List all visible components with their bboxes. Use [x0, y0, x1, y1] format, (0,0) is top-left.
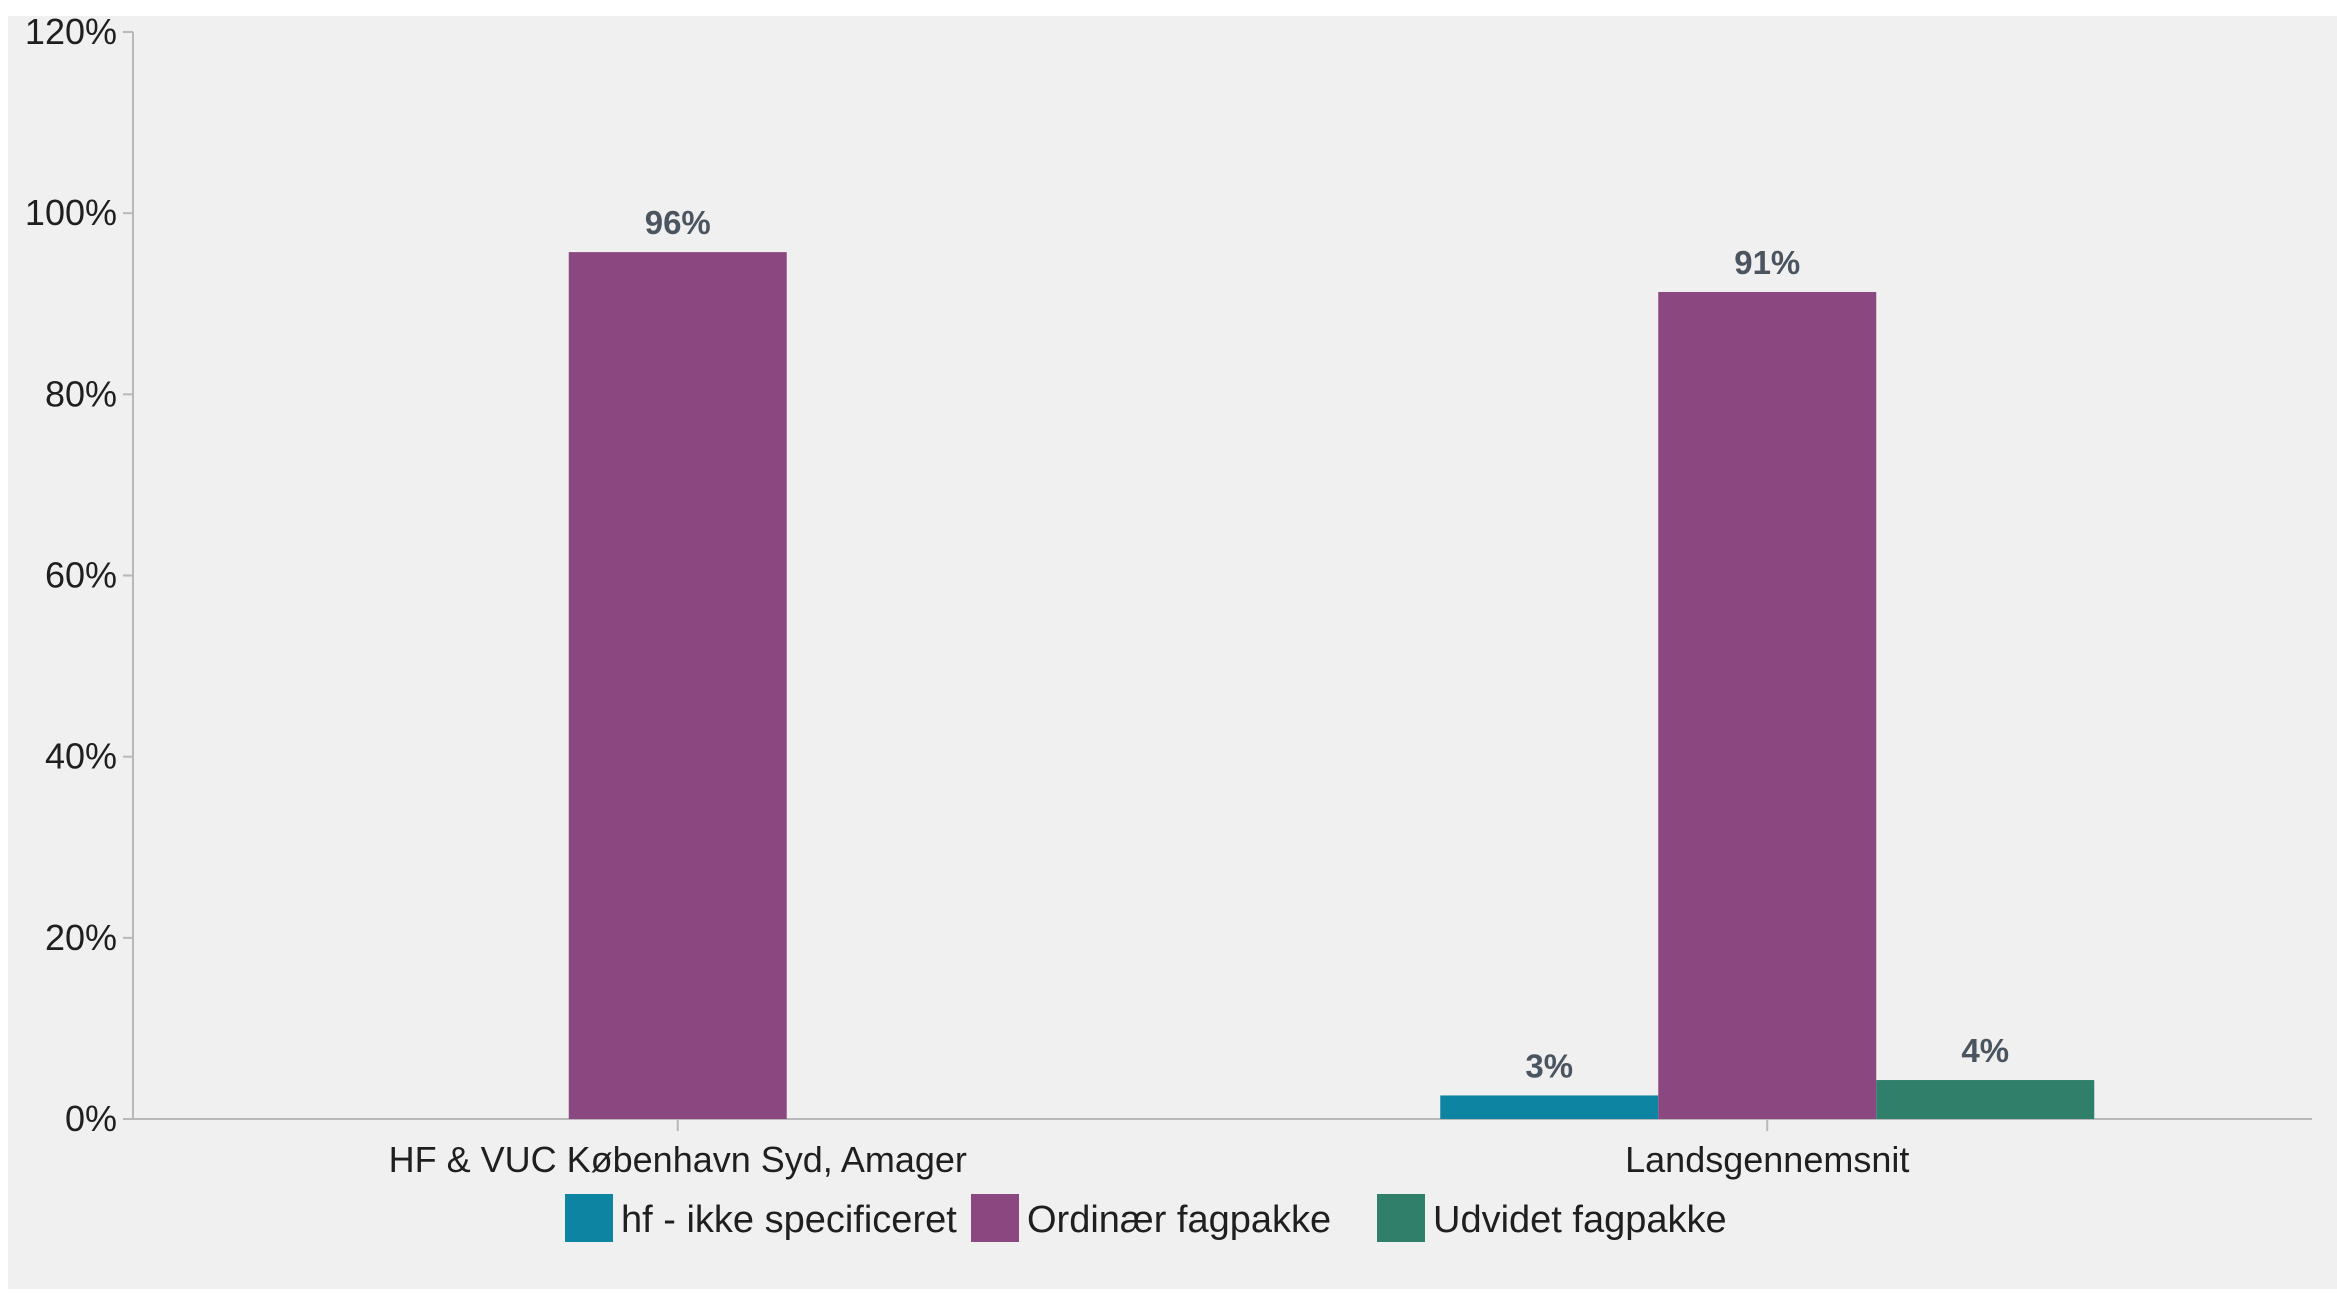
x-category-label: Landsgennemsnit	[1625, 1139, 1909, 1180]
chart-background	[8, 16, 2337, 1289]
y-tick-label: 40%	[45, 736, 117, 777]
data-label: 96%	[645, 204, 711, 241]
legend-swatch	[971, 1194, 1019, 1242]
legend-label: Ordinær fagpakke	[1027, 1199, 1331, 1241]
bars-group	[568, 252, 2095, 1120]
x-axis-categories: HF & VUC København Syd, Amager Landsgenne…	[389, 1119, 1909, 1180]
bar	[1440, 1095, 1659, 1119]
legend-swatch	[565, 1194, 613, 1242]
legend-swatch	[1377, 1194, 1425, 1242]
legend-label: Udvidet fagpakke	[1433, 1199, 1727, 1241]
y-tick-label: 120%	[25, 11, 117, 52]
bar	[1658, 291, 1877, 1120]
y-tick-label: 80%	[45, 373, 117, 414]
data-label: 3%	[1525, 1047, 1573, 1084]
legend-label: hf - ikke specificeret	[621, 1199, 957, 1241]
y-tick-label: 100%	[25, 192, 117, 233]
y-tick-label: 0%	[65, 1098, 117, 1139]
y-axis-ticks: 0% 20% 40% 60% 80% 100% 120%	[25, 11, 133, 1139]
data-labels-group: 96% 3% 91% 4%	[645, 204, 2009, 1084]
x-category-label: HF & VUC København Syd, Amager	[389, 1139, 967, 1180]
bar	[568, 252, 787, 1119]
bar	[1876, 1080, 2095, 1119]
y-tick-label: 20%	[45, 917, 117, 958]
data-label: 4%	[1961, 1032, 2009, 1069]
data-label: 91%	[1734, 244, 1800, 281]
y-tick-label: 60%	[45, 555, 117, 596]
legend: hf - ikke specificeret Ordinær fagpakke Ud…	[565, 1194, 1727, 1242]
